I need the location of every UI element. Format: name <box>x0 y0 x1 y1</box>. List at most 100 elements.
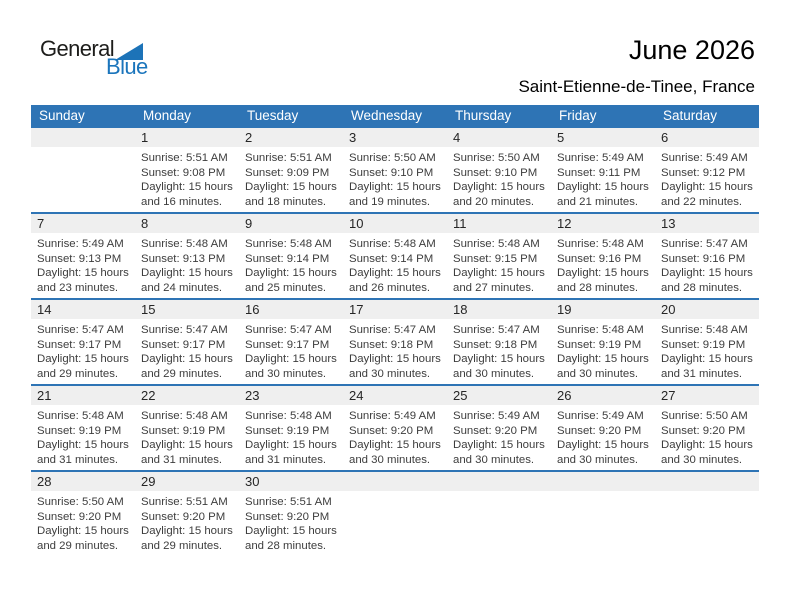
daylight-text-1: Daylight: 15 hours <box>141 181 233 193</box>
day-cell: 13 Sunrise: 5:47 AM Sunset: 9:16 PM Dayligh… <box>655 212 759 299</box>
day-number-band: 27 <box>655 386 759 405</box>
day-number-band: 7 <box>31 214 135 233</box>
general-blue-logo: General Blue <box>40 38 148 78</box>
daylight-text-2: and 30 minutes. <box>349 367 431 380</box>
sunrise-text: Sunrise: 5:48 AM <box>245 238 332 250</box>
day-number-band: 16 <box>239 300 343 319</box>
day-number-band <box>31 128 135 147</box>
sunrise-text: Sunrise: 5:47 AM <box>37 324 124 336</box>
sunset-text: Sunset: 9:08 PM <box>141 166 226 179</box>
daylight-text-2: and 20 minutes. <box>453 195 535 208</box>
daylight-text-1: Daylight: 15 hours <box>141 525 233 537</box>
daylight-text-2: and 25 minutes. <box>245 281 327 294</box>
day-number-band: 11 <box>447 214 551 233</box>
day-number: 4 <box>453 130 461 145</box>
sunset-text: Sunset: 9:15 PM <box>453 252 538 265</box>
sunrise-text: Sunrise: 5:48 AM <box>557 324 644 336</box>
daylight-text-1: Daylight: 15 hours <box>349 353 441 365</box>
logo-row: General <box>40 38 148 60</box>
sunrise-text: Sunrise: 5:48 AM <box>349 238 436 250</box>
daylight-text-1: Daylight: 15 hours <box>557 267 649 279</box>
daylight-text-1: Daylight: 15 hours <box>245 439 337 451</box>
sunrise-text: Sunrise: 5:49 AM <box>37 238 124 250</box>
day-cell: 16 Sunrise: 5:47 AM Sunset: 9:17 PM Dayligh… <box>239 298 343 385</box>
day-number-band: 4 <box>447 128 551 147</box>
sunset-text: Sunset: 9:17 PM <box>37 338 122 351</box>
day-details: Sunrise: 5:49 AM Sunset: 9:20 PM Daylight:… <box>343 405 447 467</box>
sunrise-text: Sunrise: 5:51 AM <box>141 152 228 164</box>
daylight-text-1: Daylight: 15 hours <box>245 181 337 193</box>
sunset-text: Sunset: 9:16 PM <box>661 252 746 265</box>
logo-text-general: General <box>40 36 115 61</box>
day-details: Sunrise: 5:47 AM Sunset: 9:17 PM Daylight:… <box>135 319 239 381</box>
week-row: 7 Sunrise: 5:49 AM Sunset: 9:13 PM Daylight… <box>31 212 759 299</box>
sunrise-text: Sunrise: 5:47 AM <box>349 324 436 336</box>
day-details: Sunrise: 5:48 AM Sunset: 9:19 PM Daylight:… <box>239 405 343 467</box>
daylight-text-1: Daylight: 15 hours <box>141 353 233 365</box>
daylight-text-2: and 16 minutes. <box>141 195 223 208</box>
day-number: 19 <box>557 302 572 317</box>
day-number: 5 <box>557 130 565 145</box>
day-number-band: 17 <box>343 300 447 319</box>
day-number-band: 10 <box>343 214 447 233</box>
day-details: Sunrise: 5:47 AM Sunset: 9:17 PM Daylight:… <box>31 319 135 381</box>
day-number: 8 <box>141 216 149 231</box>
daylight-text-1: Daylight: 15 hours <box>661 439 753 451</box>
sunrise-text: Sunrise: 5:48 AM <box>141 238 228 250</box>
daylight-text-1: Daylight: 15 hours <box>661 353 753 365</box>
daylight-text-2: and 30 minutes. <box>661 453 743 466</box>
day-number: 18 <box>453 302 468 317</box>
day-number: 16 <box>245 302 260 317</box>
day-details: Sunrise: 5:48 AM Sunset: 9:19 PM Daylight:… <box>655 319 759 381</box>
daylight-text-2: and 29 minutes. <box>37 539 119 552</box>
day-cell: 23 Sunrise: 5:48 AM Sunset: 9:19 PM Dayligh… <box>239 384 343 471</box>
day-number-band: 26 <box>551 386 655 405</box>
sunset-text: Sunset: 9:19 PM <box>141 424 226 437</box>
day-cell: 8 Sunrise: 5:48 AM Sunset: 9:13 PM Daylight… <box>135 212 239 299</box>
sunrise-text: Sunrise: 5:48 AM <box>453 238 540 250</box>
day-cell: 25 Sunrise: 5:49 AM Sunset: 9:20 PM Dayligh… <box>447 384 551 471</box>
day-number-band <box>551 472 655 491</box>
sunset-text: Sunset: 9:19 PM <box>557 338 642 351</box>
day-cell: 17 Sunrise: 5:47 AM Sunset: 9:18 PM Dayligh… <box>343 298 447 385</box>
daylight-text-1: Daylight: 15 hours <box>349 267 441 279</box>
day-cell: 6 Sunrise: 5:49 AM Sunset: 9:12 PM Daylight… <box>655 126 759 213</box>
sunrise-text: Sunrise: 5:49 AM <box>557 410 644 422</box>
sunrise-text: Sunrise: 5:47 AM <box>453 324 540 336</box>
day-header-tuesday: Tuesday <box>239 105 343 127</box>
day-number-band: 28 <box>31 472 135 491</box>
sunrise-text: Sunrise: 5:47 AM <box>141 324 228 336</box>
daylight-text-1: Daylight: 15 hours <box>37 525 129 537</box>
calendar-body: 1 Sunrise: 5:51 AM Sunset: 9:08 PM Daylight… <box>31 126 759 557</box>
day-cell: 22 Sunrise: 5:48 AM Sunset: 9:19 PM Dayligh… <box>135 384 239 471</box>
day-number-band <box>343 472 447 491</box>
sunset-text: Sunset: 9:20 PM <box>141 510 226 523</box>
daylight-text-2: and 18 minutes. <box>245 195 327 208</box>
sunset-text: Sunset: 9:09 PM <box>245 166 330 179</box>
day-details: Sunrise: 5:47 AM Sunset: 9:18 PM Daylight:… <box>447 319 551 381</box>
week-row: 21 Sunrise: 5:48 AM Sunset: 9:19 PM Dayligh… <box>31 384 759 471</box>
day-number-band: 8 <box>135 214 239 233</box>
daylight-text-1: Daylight: 15 hours <box>37 439 129 451</box>
day-number-band: 1 <box>135 128 239 147</box>
sunrise-text: Sunrise: 5:51 AM <box>141 496 228 508</box>
week-row: 28 Sunrise: 5:50 AM Sunset: 9:20 PM Dayligh… <box>31 470 759 557</box>
sunset-text: Sunset: 9:16 PM <box>557 252 642 265</box>
day-number-band: 3 <box>343 128 447 147</box>
daylight-text-1: Daylight: 15 hours <box>453 181 545 193</box>
daylight-text-2: and 21 minutes. <box>557 195 639 208</box>
day-number: 30 <box>245 474 260 489</box>
empty-day-cell <box>551 470 655 557</box>
day-header-saturday: Saturday <box>655 105 759 127</box>
empty-day-cell <box>343 470 447 557</box>
day-number-band: 23 <box>239 386 343 405</box>
sunrise-text: Sunrise: 5:48 AM <box>557 238 644 250</box>
day-details: Sunrise: 5:49 AM Sunset: 9:13 PM Daylight:… <box>31 233 135 295</box>
page-title: June 2026 <box>628 35 755 65</box>
sunset-text: Sunset: 9:20 PM <box>349 424 434 437</box>
day-number: 27 <box>661 388 676 403</box>
day-number: 25 <box>453 388 468 403</box>
day-number-band <box>655 472 759 491</box>
empty-day-cell <box>447 470 551 557</box>
sunset-text: Sunset: 9:14 PM <box>349 252 434 265</box>
